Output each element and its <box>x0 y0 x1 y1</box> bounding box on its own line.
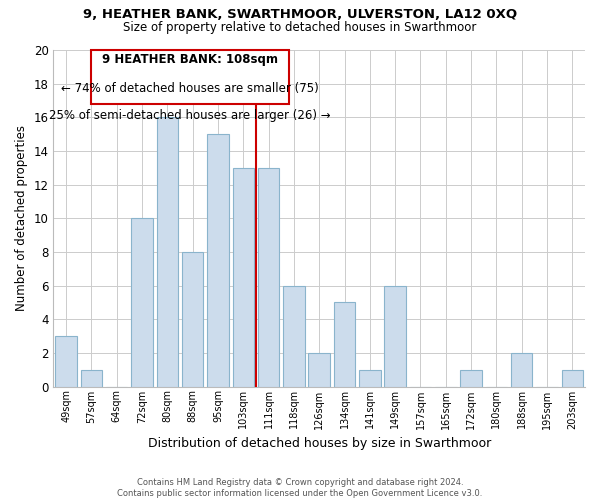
Bar <box>511 353 532 386</box>
Bar <box>233 168 254 386</box>
Bar <box>80 370 102 386</box>
Text: Contains HM Land Registry data © Crown copyright and database right 2024.
Contai: Contains HM Land Registry data © Crown c… <box>118 478 482 498</box>
Bar <box>334 302 355 386</box>
Y-axis label: Number of detached properties: Number of detached properties <box>15 126 28 312</box>
Bar <box>182 252 203 386</box>
Bar <box>562 370 583 386</box>
Bar <box>157 118 178 386</box>
Bar <box>283 286 305 386</box>
Bar <box>385 286 406 386</box>
Bar <box>460 370 482 386</box>
Bar <box>131 218 153 386</box>
Text: ← 74% of detached houses are smaller (75): ← 74% of detached houses are smaller (75… <box>61 82 319 95</box>
Bar <box>359 370 380 386</box>
Text: 9, HEATHER BANK, SWARTHMOOR, ULVERSTON, LA12 0XQ: 9, HEATHER BANK, SWARTHMOOR, ULVERSTON, … <box>83 8 517 20</box>
X-axis label: Distribution of detached houses by size in Swarthmoor: Distribution of detached houses by size … <box>148 437 491 450</box>
Bar <box>258 168 280 386</box>
Text: 9 HEATHER BANK: 108sqm: 9 HEATHER BANK: 108sqm <box>102 54 278 66</box>
Bar <box>308 353 330 386</box>
Text: Size of property relative to detached houses in Swarthmoor: Size of property relative to detached ho… <box>124 22 476 35</box>
Bar <box>207 134 229 386</box>
FancyBboxPatch shape <box>91 50 289 104</box>
Text: 25% of semi-detached houses are larger (26) →: 25% of semi-detached houses are larger (… <box>49 109 331 122</box>
Bar <box>55 336 77 386</box>
